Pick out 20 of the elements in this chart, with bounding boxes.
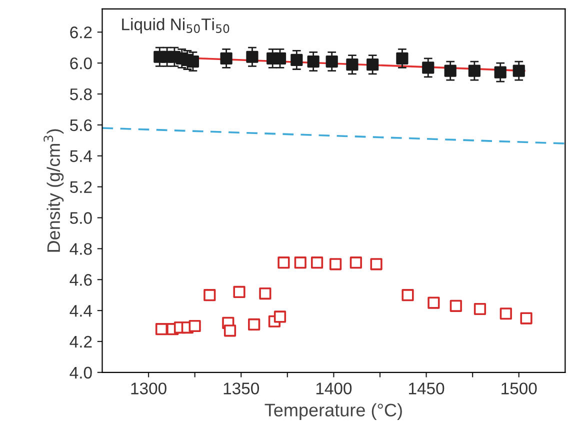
x-tick-label: 1300 [131, 382, 166, 394]
x-tick-label: 1350 [224, 382, 260, 394]
y-tick-label: 5.8 [70, 88, 92, 100]
x-tick-label: 1400 [316, 382, 352, 394]
y-tick-label: 4.0 [70, 366, 92, 379]
y-tick-label: 4.6 [70, 274, 92, 286]
y-tick-label: 6.0 [70, 57, 92, 70]
y-tick-label: 5.4 [70, 150, 92, 162]
y-tick-label: 4.2 [70, 336, 92, 348]
y-axis-title: Density (g/cm$^{3}$) [44, 129, 64, 252]
y-tick-label: 5.6 [70, 119, 92, 132]
x-axis-title: Temperature (°C) [264, 403, 402, 420]
y-tick-label: 4.8 [70, 243, 92, 255]
y-tick-label: 5.0 [70, 212, 92, 224]
annotation: Liquid Ni$_{50}$Ti$_{50}$ [122, 18, 230, 34]
y-tick-label: 5.2 [70, 181, 92, 193]
y-tick-label: 6.2 [70, 26, 92, 38]
y-tick-label: 4.4 [70, 305, 92, 317]
x-tick-label: 1500 [502, 382, 537, 394]
x-tick-label: 1450 [409, 382, 444, 394]
